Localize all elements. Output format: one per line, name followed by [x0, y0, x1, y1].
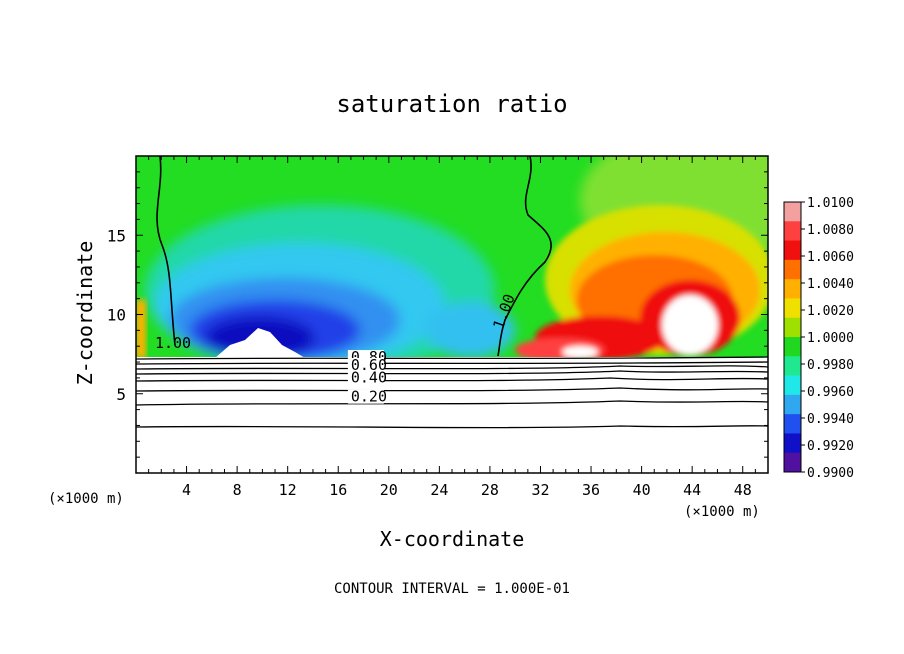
- colorbar-label: 0.9900: [807, 466, 854, 481]
- x-tick-label: 28: [481, 481, 499, 499]
- contour-lines-below-base: [136, 356, 768, 429]
- colorbar-swatch: [784, 356, 801, 377]
- colorbar-label: 1.0000: [807, 331, 854, 346]
- colorbar-swatch: [784, 259, 801, 280]
- x-tick-label: 24: [430, 481, 448, 499]
- y-axis-label: Z-coordinate: [73, 241, 97, 386]
- colorbar-swatch: [784, 375, 801, 396]
- colorbar-label: 1.0020: [807, 304, 854, 319]
- colorbar-label: 0.9940: [807, 412, 854, 427]
- colorbar-swatch: [784, 221, 801, 242]
- x-tick-label: 20: [380, 481, 398, 499]
- x-tick-label: 44: [683, 481, 701, 499]
- colorbar-label: 0.9980: [807, 358, 854, 373]
- x-tick-label: 36: [582, 481, 600, 499]
- colorbar: [783, 201, 802, 473]
- colorbar-swatch: [784, 298, 801, 319]
- colorbar-label: 1.0100: [807, 196, 854, 211]
- heatmap-field: [136, 156, 768, 473]
- y-axis-ticks: 5 10 15: [107, 171, 768, 458]
- colorbar-swatch: [784, 337, 801, 357]
- contour-label: 1.00: [155, 334, 191, 352]
- colorbar-swatch: [784, 414, 801, 434]
- x-tick-label: 48: [734, 481, 752, 499]
- x-unit-label-right: (×1000 m): [684, 504, 760, 520]
- contour-label-bg: [347, 370, 384, 385]
- colorbar-label: 1.0040: [807, 277, 854, 292]
- x-tick-label: 16: [329, 481, 347, 499]
- chart-title: saturation ratio: [336, 90, 567, 118]
- colorbar-swatch: [784, 394, 801, 415]
- colorbar-swatch: [784, 279, 801, 299]
- colorbar-swatch: [784, 240, 801, 261]
- colorbar-label: 1.0080: [807, 223, 854, 238]
- contour-lines-1.00: [156, 156, 552, 357]
- contour-interval-footer: CONTOUR INTERVAL = 1.000E-01: [334, 581, 570, 597]
- x-tick-label: 4: [182, 481, 191, 499]
- colorbar-label: 0.9960: [807, 385, 854, 400]
- colorbar-swatch: [784, 202, 801, 222]
- contour-label: 0.60: [351, 356, 387, 374]
- contour-label-bg: [347, 389, 384, 404]
- colorbar-swatch: [784, 452, 801, 473]
- y-tick-label: 10: [107, 306, 126, 325]
- colorbar-labels: 1.0100 1.0080 1.0060 1.0040 1.0020 1.0000 0.99…: [801, 196, 854, 481]
- x-axis-ticks: 4 8 12 16 20 24 28 32 36 40 44 48: [148, 156, 756, 499]
- contour-label-bg: [347, 357, 384, 372]
- colorbar-swatch: [784, 433, 801, 454]
- contour-label: 0.20: [351, 388, 387, 406]
- colorbar-label: 1.0060: [807, 250, 854, 265]
- x-tick-label: 32: [531, 481, 549, 499]
- colorbar-label: 0.9920: [807, 439, 854, 454]
- x-unit-label-left: (×1000 m): [48, 491, 124, 507]
- x-tick-label: 40: [633, 481, 651, 499]
- x-axis-label: X-coordinate: [380, 527, 525, 551]
- colorbar-swatch: [784, 317, 801, 338]
- contour-label: 0.40: [351, 369, 387, 387]
- x-tick-label: 12: [279, 481, 297, 499]
- x-tick-label: 8: [233, 481, 242, 499]
- y-tick-label: 15: [107, 226, 126, 245]
- y-tick-label: 5: [116, 385, 126, 404]
